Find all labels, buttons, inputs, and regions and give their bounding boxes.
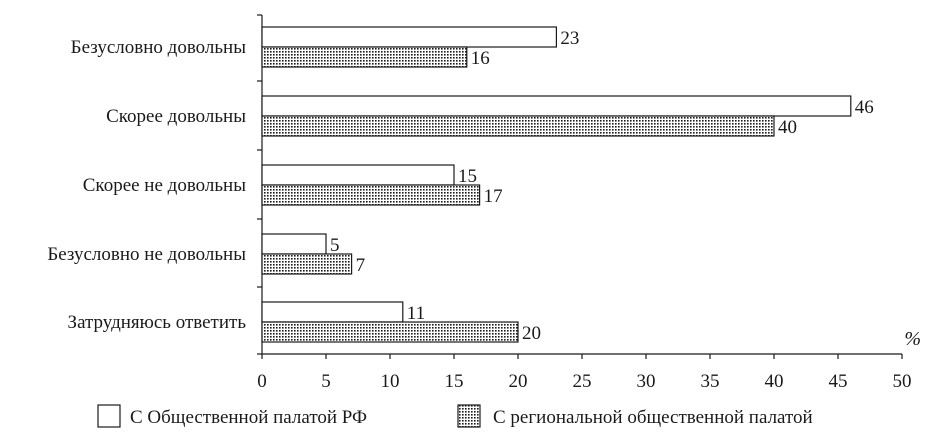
category-label: Скорее не довольны [83,175,246,196]
bar-regional [261,321,519,343]
bar-regional [261,46,468,68]
x-tick-label: 0 [257,371,267,392]
bar-federal [261,301,404,323]
bar-regional [261,253,353,275]
x-tick-label: 35 [701,371,720,392]
bar-federal [261,95,852,117]
x-tick-label: 15 [445,371,464,392]
legend-swatch [97,404,121,428]
data-label: 5 [330,235,340,256]
bar-regional [261,184,481,206]
x-tick-label: 40 [765,371,784,392]
bar-federal [261,233,327,255]
category-label: Безусловно не довольны [47,244,246,265]
data-label: 23 [560,28,579,49]
x-tick-label: 30 [637,371,656,392]
data-label: 20 [522,323,541,344]
category-label: Безусловно довольны [71,37,247,58]
category-label: Затрудняюсь ответить [68,312,247,333]
x-tick-label: 25 [573,371,592,392]
x-tick-label: 20 [509,371,528,392]
bar-federal [261,26,557,48]
data-label: 7 [356,255,366,276]
x-tick-label: 45 [829,371,848,392]
bar-federal [261,164,455,186]
data-label: 16 [471,48,490,69]
data-label: 40 [778,117,797,138]
legend-label: С Общественной палатой РФ [130,407,367,428]
x-tick-label: 50 [893,371,912,392]
x-tick-label: 10 [381,371,400,392]
category-label: Скорее довольны [106,106,246,127]
data-label: 11 [407,303,425,324]
data-label: 15 [458,166,477,187]
legend-label: С региональной общественной палатой [493,407,813,428]
x-tick-label: 5 [321,371,331,392]
data-label: 46 [855,97,874,118]
x-axis-unit-label: % [904,328,921,350]
legend-swatch [457,404,481,428]
data-label: 17 [484,186,503,207]
bar-regional [261,115,775,137]
